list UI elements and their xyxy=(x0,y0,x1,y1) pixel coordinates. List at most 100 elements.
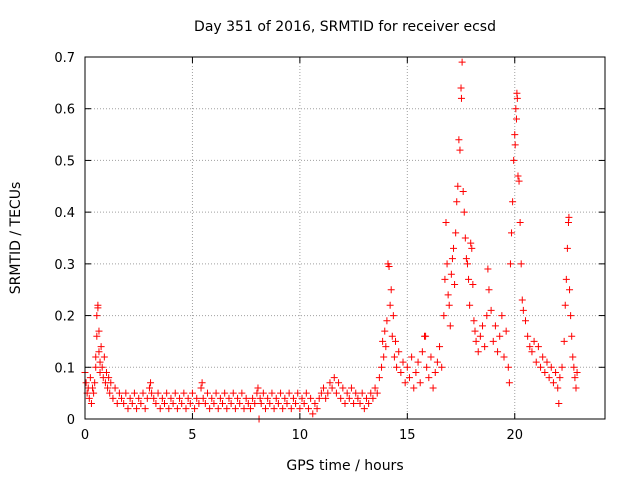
data-point xyxy=(494,348,502,356)
data-point xyxy=(238,389,246,397)
data-point xyxy=(385,262,393,270)
data-point xyxy=(571,374,579,382)
data-point xyxy=(379,337,387,345)
data-point xyxy=(120,399,128,407)
data-point xyxy=(137,399,145,407)
data-point xyxy=(547,363,555,371)
data-point xyxy=(568,332,576,340)
data-point xyxy=(508,229,516,237)
data-point xyxy=(105,374,113,382)
data-point xyxy=(414,358,422,366)
data-point xyxy=(352,389,360,397)
data-point xyxy=(135,394,143,402)
data-point xyxy=(566,286,574,294)
data-point xyxy=(141,405,149,413)
data-point xyxy=(257,399,265,407)
data-point xyxy=(97,343,105,351)
data-point xyxy=(266,399,274,407)
data-point xyxy=(128,399,136,407)
data-point xyxy=(448,255,456,263)
data-points xyxy=(81,58,581,423)
y-tick-label: 0.7 xyxy=(54,51,75,66)
data-point xyxy=(161,399,169,407)
data-point xyxy=(195,399,203,407)
data-point xyxy=(227,399,235,407)
data-point xyxy=(362,394,370,402)
data-point xyxy=(391,337,399,345)
data-point xyxy=(324,389,332,397)
y-axis-label: SRMTID / TECUs xyxy=(8,182,24,295)
data-point xyxy=(521,317,529,325)
data-point xyxy=(489,337,497,345)
data-point xyxy=(456,146,464,154)
data-point xyxy=(302,389,310,397)
data-point xyxy=(552,368,560,376)
axis-ticks: 0 5 10 15 20 0 0.1 0.2 0.3 0.4 0.5 0.6 0.7 xyxy=(54,51,605,443)
data-point xyxy=(554,384,562,392)
data-point xyxy=(94,304,102,312)
data-point xyxy=(484,265,492,273)
data-point xyxy=(96,368,104,376)
data-point xyxy=(254,384,262,392)
data-point xyxy=(556,374,564,382)
data-point xyxy=(270,405,278,413)
data-point xyxy=(468,244,476,252)
data-point xyxy=(152,399,160,407)
data-point xyxy=(289,394,297,402)
data-point xyxy=(452,229,460,237)
x-tick-label: 20 xyxy=(506,428,523,443)
data-point xyxy=(393,363,401,371)
y-tick-label: 0.4 xyxy=(54,206,75,221)
data-point xyxy=(423,363,431,371)
data-point xyxy=(567,312,575,320)
data-point xyxy=(381,327,389,335)
data-point xyxy=(182,405,190,413)
data-point xyxy=(457,84,465,92)
data-point xyxy=(95,348,103,356)
data-point xyxy=(126,394,134,402)
data-point xyxy=(214,405,222,413)
data-point xyxy=(410,384,418,392)
data-point xyxy=(236,399,244,407)
data-point xyxy=(100,353,108,361)
data-point xyxy=(455,136,463,144)
data-point xyxy=(201,399,209,407)
x-axis-label: GPS time / hours xyxy=(286,458,403,474)
data-point xyxy=(354,394,362,402)
data-point xyxy=(109,394,117,402)
data-point xyxy=(91,379,99,387)
data-point xyxy=(470,317,478,325)
data-point xyxy=(193,394,201,402)
data-point xyxy=(240,405,248,413)
data-point xyxy=(562,275,570,283)
data-point xyxy=(469,281,477,289)
grid-lines xyxy=(85,57,605,419)
data-point xyxy=(509,198,517,206)
data-point xyxy=(300,399,308,407)
data-point xyxy=(457,94,465,102)
data-point xyxy=(234,394,242,402)
data-point xyxy=(259,389,267,397)
data-point xyxy=(447,270,455,278)
data-point xyxy=(253,389,261,397)
data-point xyxy=(465,275,473,283)
data-point xyxy=(212,389,220,397)
data-point xyxy=(242,394,250,402)
data-point xyxy=(532,358,540,366)
data-point xyxy=(570,363,578,371)
data-point xyxy=(304,405,312,413)
data-point xyxy=(380,353,388,361)
data-point xyxy=(512,105,520,113)
data-point xyxy=(483,312,491,320)
data-point xyxy=(341,399,349,407)
data-point xyxy=(339,384,347,392)
data-point xyxy=(85,394,93,402)
data-point xyxy=(283,399,291,407)
data-point xyxy=(203,389,211,397)
data-point xyxy=(92,353,100,361)
data-point xyxy=(186,399,194,407)
data-point xyxy=(208,394,216,402)
data-point xyxy=(244,399,252,407)
data-point xyxy=(317,389,325,397)
data-point xyxy=(511,141,519,149)
